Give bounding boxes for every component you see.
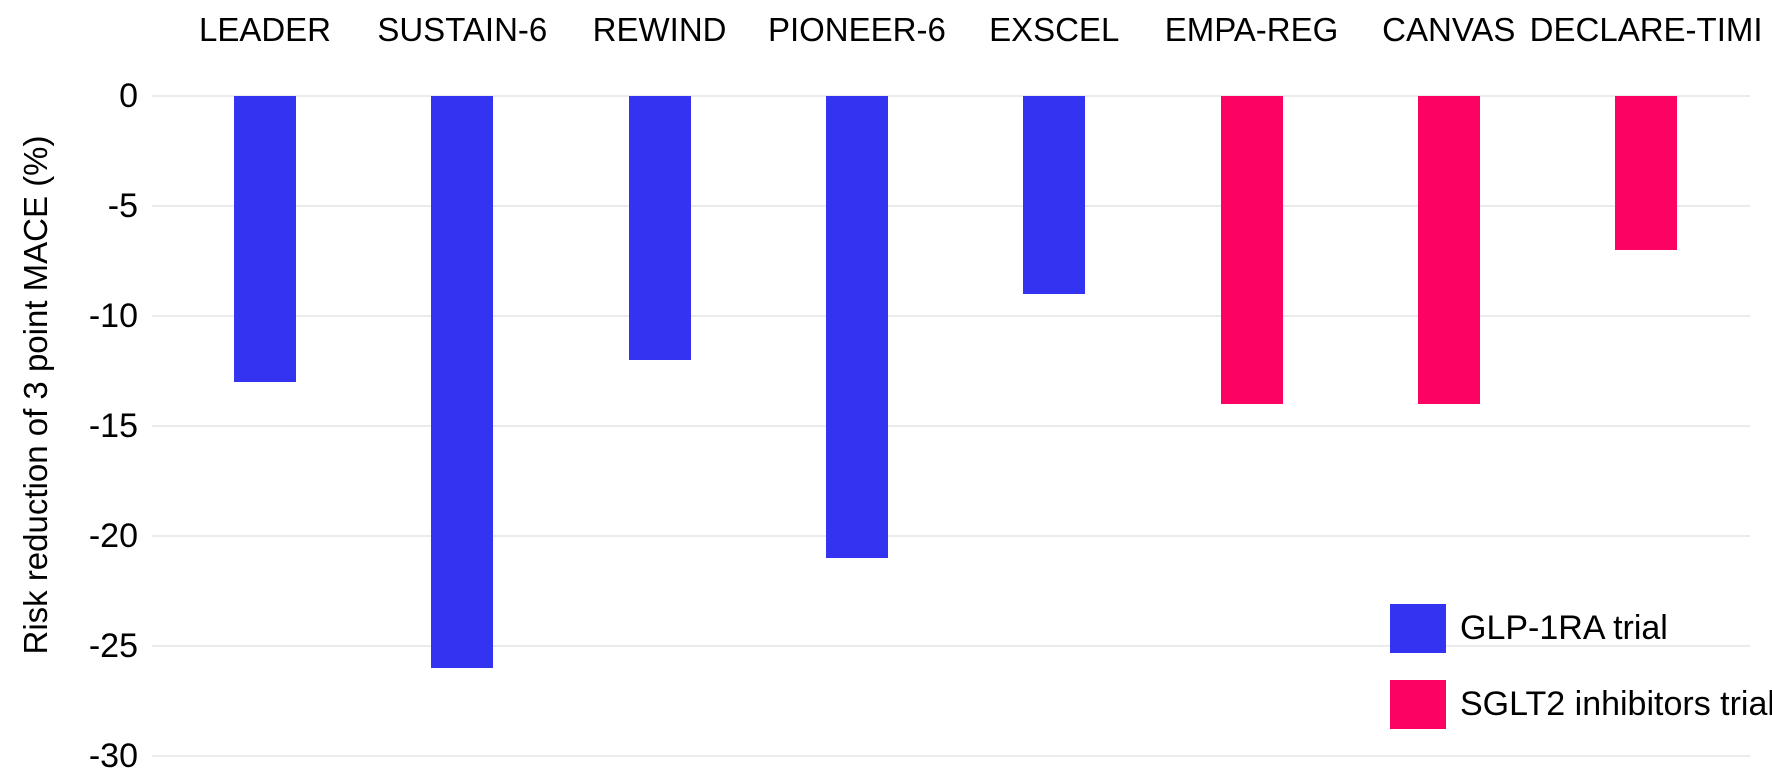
y-tick-label: -10 xyxy=(88,297,138,335)
y-tick-label: -25 xyxy=(88,627,138,665)
category-label-sustain-6: SUSTAIN-6 xyxy=(377,11,548,48)
legend-item: GLP-1RA trial xyxy=(1390,604,1772,653)
y-tick-label: -30 xyxy=(88,737,138,775)
bar-declare-timi xyxy=(1615,96,1678,250)
gridline--25 xyxy=(152,645,1750,647)
category-label-pioneer-6: PIONEER-6 xyxy=(767,11,946,48)
bar-rewind xyxy=(628,96,691,360)
y-tick-label: -5 xyxy=(107,187,138,225)
bar-pioneer-6 xyxy=(825,96,888,558)
gridline--10 xyxy=(152,315,1750,317)
legend-swatch-icon xyxy=(1390,680,1446,729)
bar-sustain-6 xyxy=(431,96,494,668)
category-label-empa-reg: EMPA-REG xyxy=(1164,11,1339,48)
category-label-rewind: REWIND xyxy=(592,11,727,48)
gridline-0 xyxy=(152,95,1750,97)
bar-canvas xyxy=(1417,96,1480,404)
bar-exscel xyxy=(1023,96,1086,294)
legend: GLP-1RA trial SGLT2 inhibitors trial xyxy=(1390,604,1772,729)
legend-item: SGLT2 inhibitors trial xyxy=(1390,680,1772,729)
legend-label: GLP-1RA trial xyxy=(1460,609,1668,647)
y-tick-label: -15 xyxy=(88,407,138,445)
y-tick-label: -20 xyxy=(88,517,138,555)
category-label-declare-timi: DECLARE-TIMI xyxy=(1529,11,1763,48)
y-tick-label: 0 xyxy=(119,77,138,115)
gridline--15 xyxy=(152,425,1750,427)
category-label-canvas: CANVAS xyxy=(1382,11,1516,48)
gridline--20 xyxy=(152,535,1750,537)
bar-leader xyxy=(234,96,296,382)
legend-swatch-icon xyxy=(1390,604,1446,653)
category-label-exscel: EXSCEL xyxy=(989,11,1120,48)
gridline--5 xyxy=(152,205,1750,207)
gridline--30 xyxy=(152,755,1750,757)
legend-label: SGLT2 inhibitors trial xyxy=(1460,685,1772,723)
bar-empa-reg xyxy=(1220,96,1283,404)
category-label-leader: LEADER xyxy=(198,11,332,48)
